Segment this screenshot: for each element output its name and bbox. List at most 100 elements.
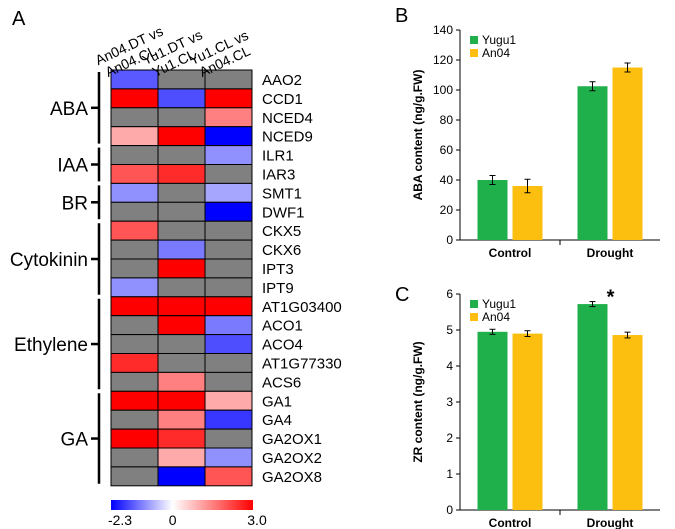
y-axis-title: ABA content (ng/g.FW) bbox=[411, 70, 425, 201]
gene-label: NCED4 bbox=[262, 110, 313, 127]
heatmap-cell bbox=[204, 126, 253, 147]
gene-label: IPT3 bbox=[262, 261, 294, 278]
gene-label: IPT9 bbox=[262, 280, 294, 297]
heatmap-cell bbox=[157, 182, 206, 203]
bar-yugu1 bbox=[477, 331, 508, 510]
heatmap-cell bbox=[204, 145, 253, 166]
heatmap-cell bbox=[157, 220, 206, 241]
heatmap-cell bbox=[157, 409, 206, 430]
heatmap-cell bbox=[157, 145, 206, 166]
heatmap-cell bbox=[204, 182, 253, 203]
heatmap-cell bbox=[204, 239, 253, 260]
legend-swatch-yugu1 bbox=[470, 36, 478, 44]
heatmap-cell bbox=[110, 88, 159, 109]
x-category-label: Drought bbox=[587, 246, 634, 260]
heatmap-cell bbox=[204, 315, 253, 336]
significance-marker: * bbox=[607, 287, 615, 309]
heatmap-cell bbox=[110, 258, 159, 279]
group-label: IAA bbox=[57, 156, 88, 177]
gene-label: IAR3 bbox=[262, 166, 295, 183]
legend-swatch-an04 bbox=[470, 313, 478, 321]
heatmap-cell bbox=[110, 296, 159, 317]
gene-label: AT1G03400 bbox=[262, 299, 342, 316]
heatmap-cell bbox=[110, 145, 159, 166]
heatmap-cell bbox=[110, 409, 159, 430]
y-tick-label: 60 bbox=[440, 143, 454, 157]
y-tick-label: 3 bbox=[446, 395, 453, 409]
heatmap-cell bbox=[157, 126, 206, 147]
heatmap-cell bbox=[157, 371, 206, 392]
gene-label: CKX6 bbox=[262, 242, 301, 259]
gene-label: GA2OX8 bbox=[262, 469, 322, 486]
gene-label: DWF1 bbox=[262, 204, 305, 221]
heatmap-cell bbox=[157, 390, 206, 411]
bar-an04 bbox=[512, 186, 543, 240]
heatmap-cell bbox=[157, 164, 206, 184]
heatmap-cell bbox=[110, 447, 159, 468]
y-tick-label: 4 bbox=[446, 359, 453, 373]
heatmap-cell bbox=[110, 390, 159, 411]
heatmap-cell bbox=[110, 126, 159, 147]
heatmap-cell bbox=[157, 447, 206, 468]
heatmap-cell bbox=[204, 201, 253, 222]
group-label: ABA bbox=[50, 99, 88, 120]
heatmap-cell bbox=[204, 409, 253, 430]
heatmap-cell bbox=[110, 371, 159, 392]
heatmap-cell bbox=[157, 201, 206, 222]
colorbar-min-label: -2.3 bbox=[108, 512, 132, 528]
legend-swatch-an04 bbox=[470, 49, 478, 57]
colorbar-max-label: 3.0 bbox=[247, 512, 267, 528]
legend-swatch-yugu1 bbox=[470, 300, 478, 308]
group-label: Cytokinin bbox=[10, 250, 88, 271]
y-tick-label: 100 bbox=[433, 83, 453, 97]
heatmap-cell bbox=[204, 258, 253, 279]
y-axis-title: ZR content (ng/g.FW) bbox=[411, 341, 425, 462]
heatmap-cell bbox=[204, 334, 253, 355]
heatmap-cell bbox=[157, 258, 206, 279]
bar-yugu1 bbox=[577, 86, 608, 240]
heatmap-cell bbox=[110, 220, 159, 241]
y-tick-label: 0 bbox=[446, 233, 453, 247]
heatmap-cell bbox=[204, 371, 253, 392]
heatmap-cell bbox=[110, 239, 159, 260]
heatmap-cell bbox=[157, 466, 206, 487]
legend-label-an04: An04 bbox=[482, 46, 510, 60]
gene-label: GA2OX1 bbox=[262, 431, 322, 448]
group-label: Ethylene bbox=[14, 335, 88, 356]
gene-label: GA2OX2 bbox=[262, 450, 322, 467]
bar-an04 bbox=[612, 67, 643, 240]
heatmap-cell bbox=[157, 88, 206, 109]
y-tick-label: 2 bbox=[446, 431, 453, 445]
heatmap-cell bbox=[110, 466, 159, 487]
x-category-label: Drought bbox=[587, 516, 634, 529]
gene-label: GA1 bbox=[262, 393, 292, 410]
heatmap-cell bbox=[204, 277, 253, 298]
heatmap-cell bbox=[157, 428, 206, 449]
heatmap-cell bbox=[157, 315, 206, 336]
heatmap-cell bbox=[110, 164, 159, 184]
x-category-label: Control bbox=[489, 516, 532, 529]
heatmap-cell bbox=[110, 334, 159, 355]
heatmap-cell bbox=[204, 390, 253, 411]
heatmap-cell bbox=[204, 466, 253, 487]
bar-an04 bbox=[512, 333, 543, 510]
y-tick-label: 5 bbox=[446, 323, 453, 337]
heatmap-cell bbox=[204, 447, 253, 468]
heatmap-cell bbox=[204, 220, 253, 241]
heatmap-cell bbox=[204, 88, 253, 109]
heatmap-cell bbox=[157, 107, 206, 128]
heatmap-cell bbox=[204, 353, 253, 373]
gene-label: ILR1 bbox=[262, 148, 294, 165]
y-tick-label: 20 bbox=[440, 203, 454, 217]
bar-yugu1 bbox=[577, 304, 608, 510]
heatmap-cell bbox=[110, 428, 159, 449]
y-tick-label: 1 bbox=[446, 467, 453, 481]
legend-label-yugu1: Yugu1 bbox=[482, 33, 516, 47]
colorbar-mid-label: 0 bbox=[169, 512, 177, 528]
heatmap-cell bbox=[110, 277, 159, 298]
heatmap-cell bbox=[157, 277, 206, 298]
heatmap-cell bbox=[110, 353, 159, 373]
y-tick-label: 120 bbox=[433, 53, 453, 67]
gene-label: AAO2 bbox=[262, 72, 302, 89]
y-tick-label: 0 bbox=[446, 503, 453, 517]
